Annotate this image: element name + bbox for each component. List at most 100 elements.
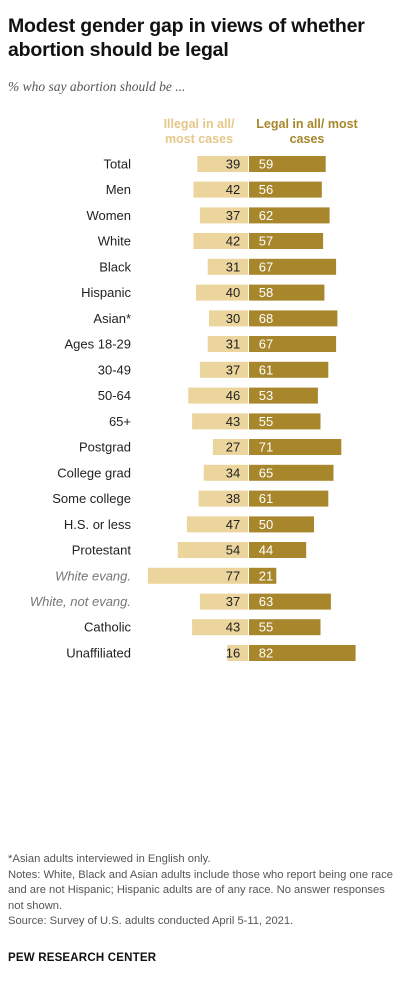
category-label-ages-18-29: Ages 18-29 [65,337,132,352]
row-white-not-evang: White, not evang. 37 63 [30,593,331,610]
value-illegal-total: 39 [226,157,240,172]
value-illegal-black: 31 [226,259,240,274]
category-label-total: Total [104,157,132,172]
row-protestant: Protestant 54 44 [72,542,307,558]
category-label-women: Women [86,208,131,223]
value-illegal-white-evang: 77 [226,568,240,583]
value-legal-30-49: 61 [259,362,273,377]
chart-title: Modest gender gap in views of whether ab… [8,15,365,61]
value-illegal-50-64: 46 [226,388,240,403]
value-legal-white-not-evang: 63 [259,594,273,609]
row-some-college: Some college 38 61 [52,490,329,507]
value-illegal-women: 37 [226,208,240,223]
category-label-white: White [98,234,131,249]
category-label-unaffiliated: Unaffiliated [66,646,131,661]
bar-illegal-men [193,181,248,198]
chart-subtitle: % who say abortion should be ... [8,79,186,94]
row-catholic: Catholic 43 55 [84,619,321,636]
bar-illegal-women [199,207,248,224]
source-organization: PEW RESEARCH CENTER [8,952,157,964]
value-legal-50-64: 53 [259,388,273,403]
value-legal-black: 67 [259,259,273,274]
category-label-h-s-or-less: H.S. or less [64,517,132,532]
value-legal-total: 59 [259,157,273,172]
category-label-30-49: 30-49 [98,362,131,377]
row-hispanic: Hispanic 40 58 [81,284,325,301]
row-total: Total 39 59 [104,156,326,172]
category-label-asian: Asian* [93,311,131,326]
bar-illegal-total [197,156,248,172]
row-white: White 42 57 [98,233,324,249]
value-illegal-white: 42 [226,234,240,249]
bar-illegal-college-grad [203,464,248,481]
bar-legal-men [249,181,322,198]
row-white-evang: White evang. 77 21 [55,567,277,584]
bar-illegal-30-49 [199,361,248,378]
bar-illegal-protestant [177,542,248,558]
category-label-hispanic: Hispanic [81,285,131,300]
bar-legal-65 [249,413,321,430]
bar-legal-women [249,207,330,224]
category-label-65: 65+ [109,414,131,429]
value-legal-white: 57 [259,234,273,249]
row-65: 65+ 43 55 [109,413,321,430]
bar-illegal-65 [192,413,248,430]
category-label-postgrad: Postgrad [79,440,131,455]
bar-legal-h-s-or-less [249,516,314,533]
footnote-asian: *Asian adults interviewed in English onl… [8,853,211,865]
category-label-protestant: Protestant [72,543,132,558]
value-illegal-white-not-evang: 37 [226,594,240,609]
footnote-notes: Notes: White, Black and Asian adults inc… [8,868,393,912]
bar-legal-college-grad [249,464,334,481]
category-label-college-grad: College grad [57,465,131,480]
bar-illegal-white [193,233,248,249]
row-30-49: 30-49 37 61 [98,361,329,378]
bar-legal-ages-18-29 [249,336,337,352]
category-label-50-64: 50-64 [98,388,131,403]
row-women: Women 37 62 [86,207,330,224]
row-unaffiliated: Unaffiliated 16 82 [66,645,356,661]
value-legal-catholic: 55 [259,620,273,635]
value-legal-college-grad: 65 [259,465,273,480]
bar-illegal-ages-18-29 [207,336,248,352]
bar-legal-white [249,233,324,249]
column-header-illegal: Illegal in all/ most cases [163,117,235,146]
bar-legal-total [249,156,326,172]
category-label-white-not-evang: White, not evang. [30,594,131,609]
category-label-men: Men [106,182,131,197]
value-illegal-catholic: 43 [226,620,240,635]
row-men: Men 42 56 [106,181,322,198]
value-illegal-30-49: 37 [226,362,240,377]
value-legal-men: 56 [259,182,273,197]
value-legal-some-college: 61 [259,491,273,506]
bar-legal-30-49 [249,361,329,378]
bar-illegal-hispanic [196,284,248,301]
row-black: Black 31 67 [99,258,337,275]
value-legal-65: 55 [259,414,273,429]
bar-illegal-some-college [198,490,248,507]
bar-illegal-postgrad [212,439,248,455]
category-label-catholic: Catholic [84,620,131,635]
column-header-legal: Legal in all/ most cases [256,117,358,146]
value-legal-asian: 68 [259,311,273,326]
bar-illegal-white-evang [147,567,248,584]
value-illegal-hispanic: 40 [226,285,240,300]
footnotes: *Asian adults interviewed in English onl… [8,852,393,930]
bar-legal-hispanic [249,284,325,301]
value-legal-postgrad: 71 [259,440,273,455]
value-legal-protestant: 44 [259,543,273,558]
value-illegal-some-college: 38 [226,491,240,506]
value-legal-women: 62 [259,208,273,223]
bar-illegal-white-not-evang [199,593,248,610]
value-illegal-unaffiliated: 16 [226,646,240,661]
value-legal-white-evang: 21 [259,568,273,583]
value-illegal-men: 42 [226,182,240,197]
value-illegal-ages-18-29: 31 [226,337,240,352]
bar-illegal-50-64 [188,387,248,404]
bar-legal-catholic [249,619,321,636]
bar-legal-unaffiliated [249,645,356,661]
diverging-bar-chart: Total 39 59 Men 42 56 Women 37 62 White 42 57 Black 3… [30,156,356,661]
bar-illegal-asian [209,310,248,327]
footnote-source: Source: Survey of U.S. adults conducted … [8,915,294,928]
bar-illegal-black [207,258,248,275]
